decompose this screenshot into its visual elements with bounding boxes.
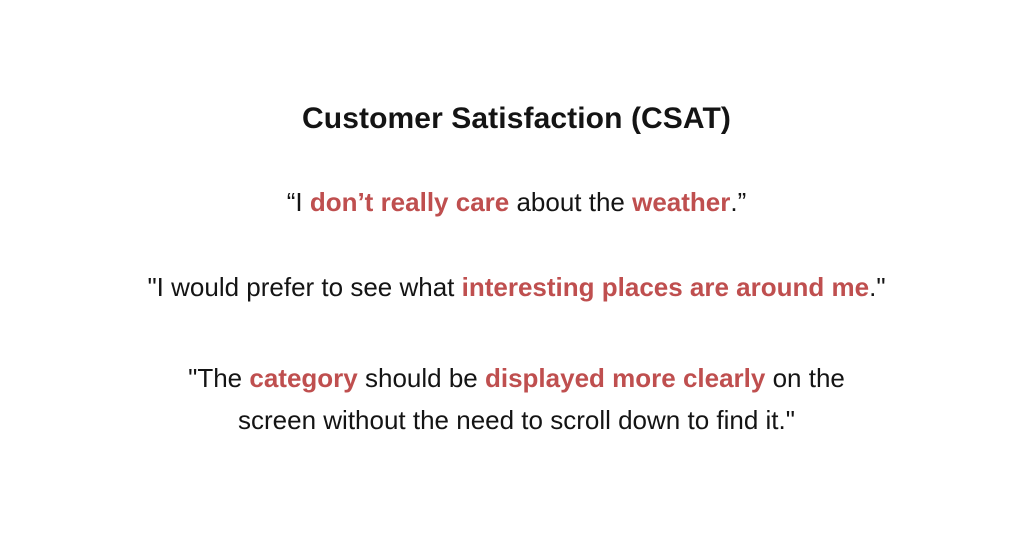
quote-3-line-2: screen without the need to scroll down t… [238, 405, 795, 435]
quote-2: "I would prefer to see what interesting … [0, 266, 1033, 308]
page-title: Customer Satisfaction (CSAT) [302, 102, 731, 135]
quote-3-line-1: "The category should be displayed more c… [0, 357, 1033, 399]
quote-3-highlight-2: displayed more clearly [484, 363, 766, 393]
quote-3-text: should be [357, 363, 485, 393]
quote-3: "The category should be displayed more c… [0, 357, 1033, 441]
quote-1-highlight-2: weather [632, 187, 731, 217]
quote-1-text: about the [509, 187, 633, 217]
quote-3-highlight-1: category [249, 363, 358, 393]
quote-3-text: "The [188, 363, 250, 393]
quote-1-text: “I [286, 187, 310, 217]
quote-2-text: "I would prefer to see what [147, 272, 462, 302]
quote-1: “I don’t really care about the weather.” [0, 181, 1033, 223]
quote-3-text: on the [765, 363, 845, 393]
quote-2-text: ." [869, 272, 886, 302]
quote-2-highlight: interesting places are around me [461, 272, 870, 302]
quote-1-text: .” [730, 187, 747, 217]
quote-1-highlight-1: don’t really care [309, 187, 510, 217]
